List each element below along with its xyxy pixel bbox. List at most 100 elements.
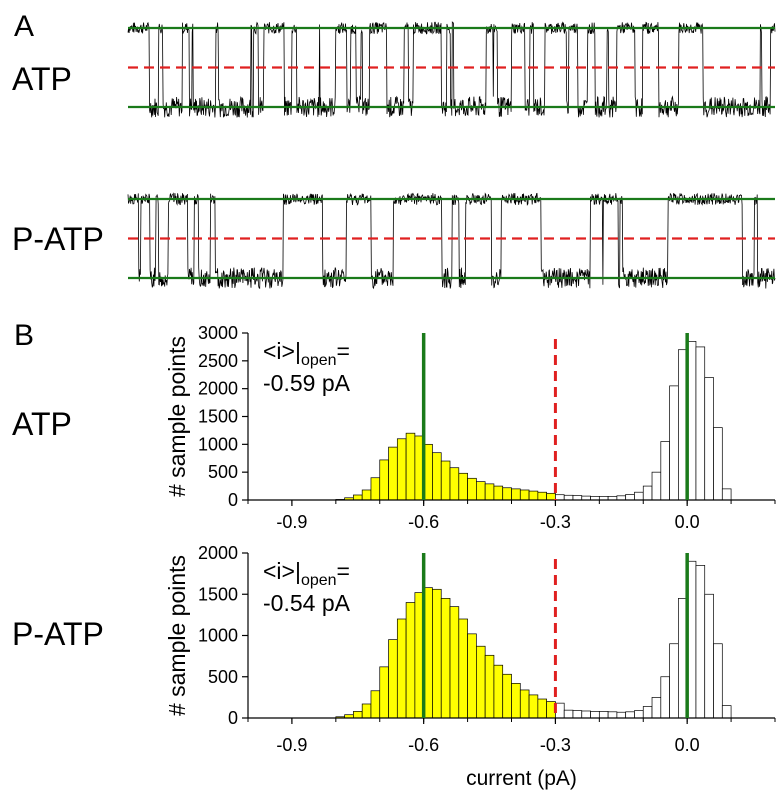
histogram-bar bbox=[616, 711, 627, 719]
x-tick-label: 0.0 bbox=[675, 735, 700, 755]
histogram-bar bbox=[590, 711, 600, 719]
x-axis-label: current (pA) bbox=[466, 767, 577, 790]
y-axis-label: # sample points bbox=[164, 336, 190, 497]
histogram-bar bbox=[396, 618, 407, 719]
histogram-bar bbox=[537, 698, 547, 719]
histogram-bar bbox=[379, 666, 389, 719]
y-tick-label: 1000 bbox=[198, 434, 238, 454]
trace-signal bbox=[127, 20, 776, 118]
histogram-bar bbox=[625, 494, 635, 501]
histogram-bar bbox=[388, 639, 398, 719]
histogram-bar bbox=[713, 643, 723, 719]
histogram-bar bbox=[642, 485, 653, 501]
y-tick-label: 1500 bbox=[198, 584, 238, 604]
y-tick-label: 2000 bbox=[198, 543, 238, 563]
panel-a-letter: A bbox=[14, 10, 34, 43]
histogram-bar bbox=[405, 602, 416, 719]
histogram-bar bbox=[721, 705, 732, 719]
histogram-bar bbox=[537, 491, 547, 501]
histogram-bar bbox=[704, 593, 714, 719]
histogram-bar bbox=[528, 694, 539, 719]
histogram-bar bbox=[546, 492, 556, 501]
histogram-bar bbox=[642, 706, 653, 719]
histogram-bar bbox=[634, 710, 644, 719]
histogram-bar bbox=[634, 491, 644, 501]
histogram-bar bbox=[511, 682, 521, 719]
histogram-bar bbox=[449, 606, 460, 719]
histogram-bar bbox=[484, 654, 495, 719]
mean-open-current-value: -0.54 pA bbox=[263, 590, 351, 616]
y-tick-label: 0 bbox=[228, 708, 238, 728]
histogram-bar bbox=[353, 711, 363, 719]
histogram-bar bbox=[704, 377, 714, 501]
histogram-bar bbox=[572, 495, 583, 501]
histogram-bar bbox=[616, 495, 627, 501]
histogram-bar bbox=[713, 427, 723, 501]
mean-open-current-value: -0.59 pA bbox=[263, 370, 351, 396]
x-tick-label: -0.6 bbox=[408, 735, 439, 755]
histogram-bar bbox=[721, 488, 732, 501]
y-tick-label: 1500 bbox=[198, 407, 238, 427]
histogram-bar bbox=[669, 385, 679, 501]
histogram-bar bbox=[449, 467, 460, 501]
histogram-patp: 0 500 1000 1500 2000 -0.9 -0.6 -0.3 0.0 # sample … bbox=[164, 543, 776, 790]
histogram-bar bbox=[669, 643, 679, 719]
histogram-bar bbox=[493, 664, 504, 719]
histogram-bar bbox=[695, 565, 706, 719]
histogram-bar bbox=[484, 483, 495, 501]
x-tick-label: -0.3 bbox=[540, 735, 571, 755]
histogram-bar bbox=[440, 598, 451, 719]
trace-label-atp: ATP bbox=[12, 61, 72, 97]
panel-b: B ATP P-ATP 0 500 1000 1500 2000 2500 3000 -0.9… bbox=[12, 319, 776, 790]
histogram-bar bbox=[607, 711, 618, 719]
histogram-bar bbox=[370, 690, 381, 719]
histogram-bar bbox=[361, 489, 372, 501]
x-tick-label: 0.0 bbox=[675, 512, 700, 532]
y-tick-label: 3000 bbox=[198, 323, 238, 343]
histogram-bar bbox=[476, 481, 486, 501]
histogram-bar bbox=[563, 494, 574, 501]
histogram-bar bbox=[353, 494, 363, 501]
y-axis-label: # sample points bbox=[164, 555, 190, 716]
histogram-bar bbox=[660, 676, 670, 719]
histogram-bar bbox=[361, 703, 372, 719]
mean-open-current-label: <i>|open= bbox=[263, 558, 350, 589]
histogram-bar bbox=[651, 471, 662, 501]
x-tick-label: -0.6 bbox=[408, 512, 439, 532]
histogram-bar bbox=[502, 673, 512, 719]
histogram-bar bbox=[581, 710, 591, 719]
y-tick-label: 2500 bbox=[198, 351, 238, 371]
histogram-bar bbox=[598, 711, 609, 719]
panel-b-letter: B bbox=[14, 319, 34, 352]
histogram-bar bbox=[432, 588, 442, 719]
histogram-bar bbox=[405, 432, 416, 501]
histogram-bar bbox=[388, 446, 398, 501]
histogram-bar bbox=[625, 711, 635, 719]
histogram-bar bbox=[519, 689, 530, 719]
x-tick-label: -0.9 bbox=[276, 512, 307, 532]
y-tick-label: 500 bbox=[208, 667, 238, 687]
histogram-bar bbox=[458, 618, 468, 719]
histogram-bar bbox=[528, 490, 539, 501]
trace-signal bbox=[127, 192, 776, 290]
trace-label-patp: P-ATP bbox=[12, 221, 104, 257]
histogram-bar bbox=[467, 477, 477, 501]
hist-row-label-atp: ATP bbox=[12, 406, 72, 442]
hist-row-label-patp: P-ATP bbox=[12, 616, 104, 652]
histogram-bar bbox=[563, 709, 574, 719]
histogram-bar bbox=[467, 633, 477, 719]
histogram-bar bbox=[511, 488, 521, 501]
histogram-bar bbox=[660, 441, 670, 501]
histogram-bar bbox=[651, 697, 662, 719]
x-tick-label: -0.3 bbox=[540, 512, 571, 532]
histogram-bar bbox=[502, 487, 512, 501]
histogram-bar bbox=[396, 438, 407, 501]
histogram-bar bbox=[440, 460, 451, 501]
histogram-bar bbox=[458, 472, 468, 501]
histogram-bar bbox=[379, 459, 389, 501]
panel-a: A ATP P-ATP bbox=[12, 10, 776, 290]
mean-open-current-label: <i>|open= bbox=[263, 338, 350, 369]
histogram-bar bbox=[493, 485, 504, 501]
trace-atp bbox=[127, 20, 776, 118]
histogram-bar bbox=[370, 477, 381, 501]
